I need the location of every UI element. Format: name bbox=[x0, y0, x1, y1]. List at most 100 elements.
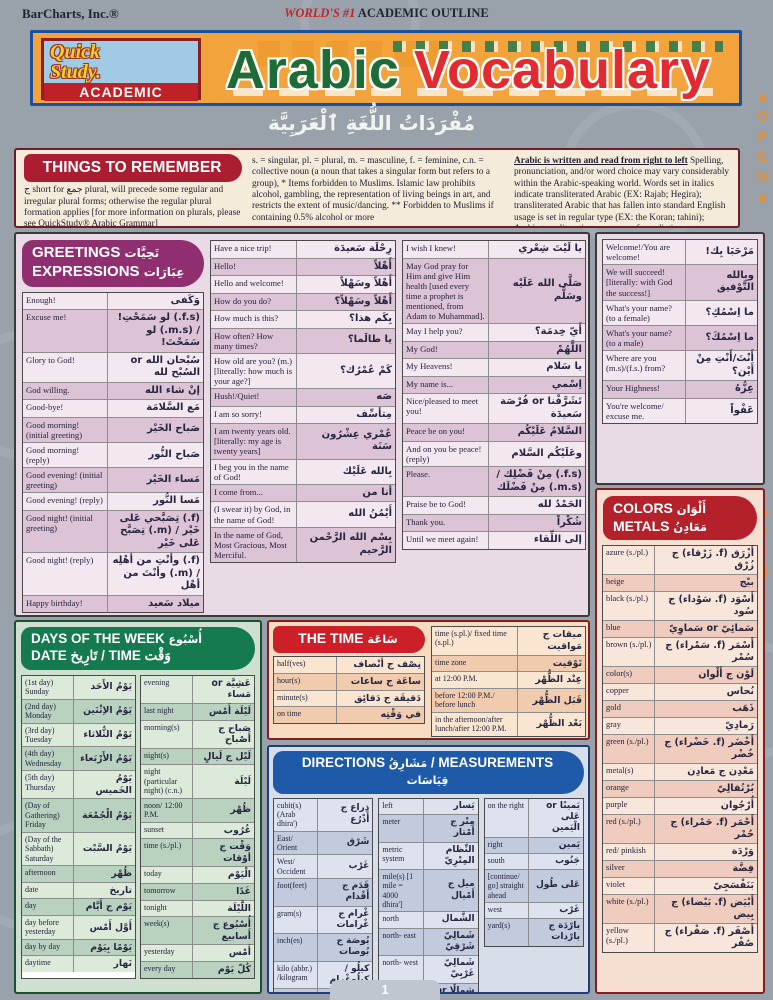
table-row: How often? How many times? يا طالَما؟ bbox=[211, 328, 395, 354]
english-term: on time bbox=[274, 707, 337, 723]
english-term: yellow (s./pl.) bbox=[603, 923, 656, 952]
arabic-term: بُوصَة ج بُوصات bbox=[318, 934, 373, 961]
the-time-title: THE TIME سَاعَة bbox=[273, 626, 425, 653]
english-term: left bbox=[379, 798, 424, 814]
directions-measurements-title: DIRECTIONS مَشَارِقُ / MEASUREMENTS قِيَ… bbox=[273, 751, 584, 794]
arabic-term: لَيْل ج لَيالٍ bbox=[192, 748, 254, 765]
arabic-term: لَيْلَة bbox=[192, 765, 254, 798]
logo-word-quick: Quick bbox=[50, 41, 100, 63]
section-the-time: THE TIME سَاعَة half(ves) نِصْف ج أنْصاف h… bbox=[267, 620, 590, 740]
table-row: Peace be on you! السَّلامُ عَلَيْكُم bbox=[403, 424, 585, 442]
table-row: East/ Orient شَرْق bbox=[274, 831, 373, 856]
english-term: Please. bbox=[403, 467, 489, 497]
english-term: Hello and welcome! bbox=[211, 276, 298, 293]
arabic-term: أَمْس bbox=[192, 945, 254, 962]
section-greetings-column-4: Welcome!/You are welcome! مَرْحَبَا بِك! W… bbox=[595, 232, 765, 485]
english-term: Hello! bbox=[211, 258, 298, 275]
english-term: Good morning! (initial greeting) bbox=[23, 417, 108, 442]
english-term: azure (s./pl.) bbox=[603, 546, 656, 574]
greetings-table-3: I wish I knew! يا لَيْتَ شِعْري May God pr… bbox=[402, 240, 586, 550]
table-row: day by day يَوْمًا بِيَوْم bbox=[22, 939, 135, 957]
tagline: WORLD'S #1 ACADEMIC OUTLINE bbox=[0, 6, 773, 21]
english-term: afternoon bbox=[22, 866, 74, 882]
english-term: brown (s./pl.) bbox=[603, 637, 656, 666]
table-row: [continue/ go] straight ahead عَلى طُول bbox=[484, 870, 583, 903]
time-table-left: half(ves) نِصْف ج أنْصاف hour(s) ساعَة ج سا… bbox=[273, 656, 425, 724]
arabic-term: وَكَفى bbox=[107, 292, 203, 309]
table-row: red/ pinkish وَرْدَة bbox=[603, 843, 757, 861]
things-note-abbreviations: s. = singular, pl. = plural, m. = mascul… bbox=[252, 156, 494, 223]
table-row: color(s) لَوْن ج أَلْوان bbox=[603, 666, 757, 684]
english-term: (2nd day) Monday bbox=[22, 699, 74, 723]
table-row: Praise be to God! الحَمْدُ لله bbox=[403, 497, 585, 515]
arabic-term: صَباح ج أَصْباح bbox=[192, 720, 254, 748]
right-to-left-body: Spelling, pronunciation, and/or word cho… bbox=[514, 156, 730, 226]
english-term: Good night! (initial greeting) bbox=[23, 510, 108, 553]
banner-dashes-decoration bbox=[233, 88, 713, 96]
things-note-plurals: ج short for جمع plural, will precede som… bbox=[24, 185, 241, 228]
table-row: Good night! (reply) (f.) وأنْتِ من أهْلِه… bbox=[23, 553, 203, 596]
table-row: evening عَشِيَّة or مَساء bbox=[141, 675, 254, 704]
metals-title-ar: مَعَادِنُ bbox=[673, 519, 708, 534]
table-row: gold ذَهَب bbox=[603, 700, 757, 718]
arabic-term: أنا من bbox=[297, 484, 395, 502]
colors-title-ar: أَلْوَان bbox=[676, 502, 707, 516]
arabic-term: غُرُوب bbox=[192, 822, 254, 839]
arabic-term: مِتأسِّف bbox=[297, 406, 395, 424]
directions-title-ar: مَشَارِقُ bbox=[388, 757, 428, 770]
open-tab-top[interactable]: ▲OPEN▲ bbox=[754, 88, 771, 208]
arabic-term: نِصْف ج أنْصاف bbox=[337, 657, 424, 673]
table-row: inch(es) بُوصَة ج بُوصات bbox=[274, 934, 373, 962]
quickstudy-logo: Quick Study. ACADEMIC bbox=[41, 38, 201, 101]
table-row: tomorrow غَدًا bbox=[141, 884, 254, 901]
table-row: (Day of the Sabbath) Saturday يَوْمُ السَ… bbox=[22, 832, 135, 867]
arabic-term: أَصْفَر (f. صَفْراء) ج صُفْر bbox=[655, 923, 757, 952]
title-banner: Quick Study. ACADEMIC Arabic Vocabulary bbox=[30, 30, 742, 106]
arabic-term: الحَمْدُ لله bbox=[488, 497, 585, 514]
table-row: Excuse me! (f.s.) لو سَمَحْتِ! / (m.s.) ل… bbox=[23, 310, 203, 353]
arabic-term: ميل ج أَمْيال bbox=[423, 870, 478, 912]
english-term: daytime bbox=[22, 956, 74, 973]
english-term: (4th day) Wednesday bbox=[22, 747, 74, 771]
english-term: night (particular night) (c.n.) bbox=[141, 765, 193, 798]
greetings-table-2: Have a nice trip! رِحْلَة سَعيدَة Hello! أَ… bbox=[210, 240, 396, 564]
table-row: Good morning! (reply) صَباح النُّور bbox=[23, 442, 203, 469]
english-term: How old are you? (m.) [literally: how mu… bbox=[211, 353, 298, 389]
table-row: Glory to God! سُبْحان الله or السُبْح لله bbox=[23, 352, 203, 383]
table-row: I beg you in the name of God! بِالله عَلَ… bbox=[211, 459, 395, 485]
table-row: How do you do? أَهْلاً وسَهْلاً؟ bbox=[211, 293, 395, 311]
arabic-term: يَوْمُ الأَحَد bbox=[73, 675, 135, 699]
english-term: My name is... bbox=[403, 376, 489, 394]
days-title-en: DAYS OF THE WEEK bbox=[31, 631, 165, 646]
table-row: Happy birthday! ميلاد سَعيد bbox=[23, 595, 203, 613]
arabic-term: صَباح النُّور bbox=[107, 442, 203, 468]
table-row: mile(s) [1 mile = 4000 dhira'] ميل ج أَمْ… bbox=[379, 870, 478, 913]
arabic-term: ساعَة ج ساعات bbox=[337, 673, 424, 690]
english-term: today bbox=[141, 867, 193, 884]
table-row: I come from... أنا من bbox=[211, 484, 395, 503]
arabic-term: دَقيقَة ج دَقائِق bbox=[337, 690, 424, 707]
table-row: noon/ 12:00 P.M. ظُهْر bbox=[141, 798, 254, 823]
expressions-title-ar: عِبَارَات bbox=[143, 264, 185, 279]
things-column-2: s. = singular, pl. = plural, m. = mascul… bbox=[252, 154, 504, 223]
english-term: mile(s) [1 mile = 4000 dhira'] bbox=[379, 870, 424, 912]
arabic-term: ميلاد سَعيد bbox=[107, 595, 203, 613]
arabic-term: أَوَّل أَمْس bbox=[73, 915, 135, 939]
date-time-title: DATE تَارِيخ / TIME وَقْت bbox=[31, 647, 171, 663]
english-term: (Day of the Sabbath) Saturday bbox=[22, 832, 74, 866]
table-row: I am so sorry! مِتأسِّف bbox=[211, 406, 395, 425]
arabic-term: مَساء الخَيْر bbox=[107, 468, 203, 493]
table-row: day before yesterday أَوَّل أَمْس bbox=[22, 915, 135, 940]
english-term: Nice/pleased to meet you! bbox=[403, 394, 489, 424]
english-term: color(s) bbox=[603, 666, 656, 683]
table-row: red (s./pl.) أَحْمَر (f. حَمْراء) ج حُمْر bbox=[603, 814, 757, 844]
arabic-term: يَوْمُ الثُّلاثاء bbox=[73, 723, 135, 747]
table-row: (3rd day) Tuesday يَوْمُ الثُّلاثاء bbox=[22, 723, 135, 748]
english-term: (3rd day) Tuesday bbox=[22, 723, 74, 747]
table-row: time zone تَوْقيت bbox=[432, 655, 585, 673]
arabic-term: مَعْدِن ج مَعادِن bbox=[655, 763, 757, 780]
english-term: In the name of God, Most Gracious, Most … bbox=[211, 527, 298, 563]
table-row: white (s./pl.) أَبْيَض (f. بَيْضاء) ج بِي… bbox=[603, 894, 757, 924]
arabic-term: يارْدَة ج يارْدات bbox=[528, 919, 583, 946]
